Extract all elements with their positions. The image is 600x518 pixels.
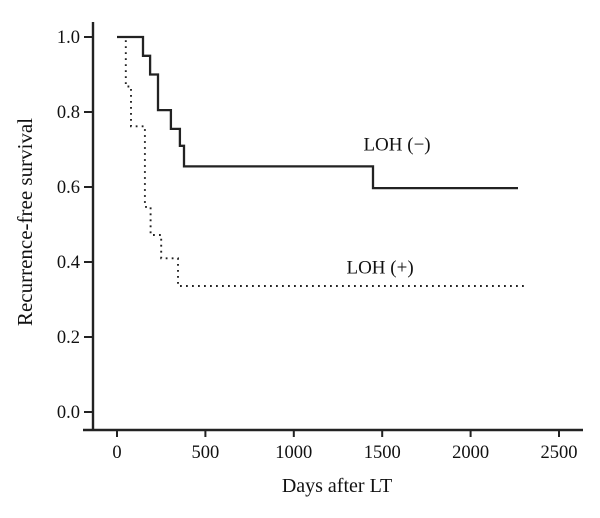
km-curve-loh-negative (117, 35, 518, 190)
y-tick-label: 0.4 (57, 253, 80, 273)
x-tick-label: 1500 (364, 443, 401, 463)
x-tick-label: 1000 (275, 443, 312, 463)
series-label-loh-positive: LOH (+) (346, 257, 413, 278)
x-axis-title: Days after LT (281, 475, 393, 497)
y-tick-label: 0.6 (57, 178, 80, 198)
y-tick-label: 0.2 (57, 328, 80, 348)
y-axis-title: Recurrence-free survival (13, 117, 37, 327)
y-tick-label: 0.8 (57, 103, 80, 123)
y-tick-label: 0.0 (57, 403, 80, 423)
series-label-loh-negative: LOH (−) (363, 134, 430, 155)
x-tick-label: 500 (192, 443, 220, 463)
km-curve-loh-positive (117, 36, 528, 287)
y-tick-label: 1.0 (57, 28, 80, 48)
x-tick-label: 2000 (452, 443, 489, 463)
x-tick-label: 2500 (541, 443, 578, 463)
x-tick-label: 0 (112, 443, 121, 463)
